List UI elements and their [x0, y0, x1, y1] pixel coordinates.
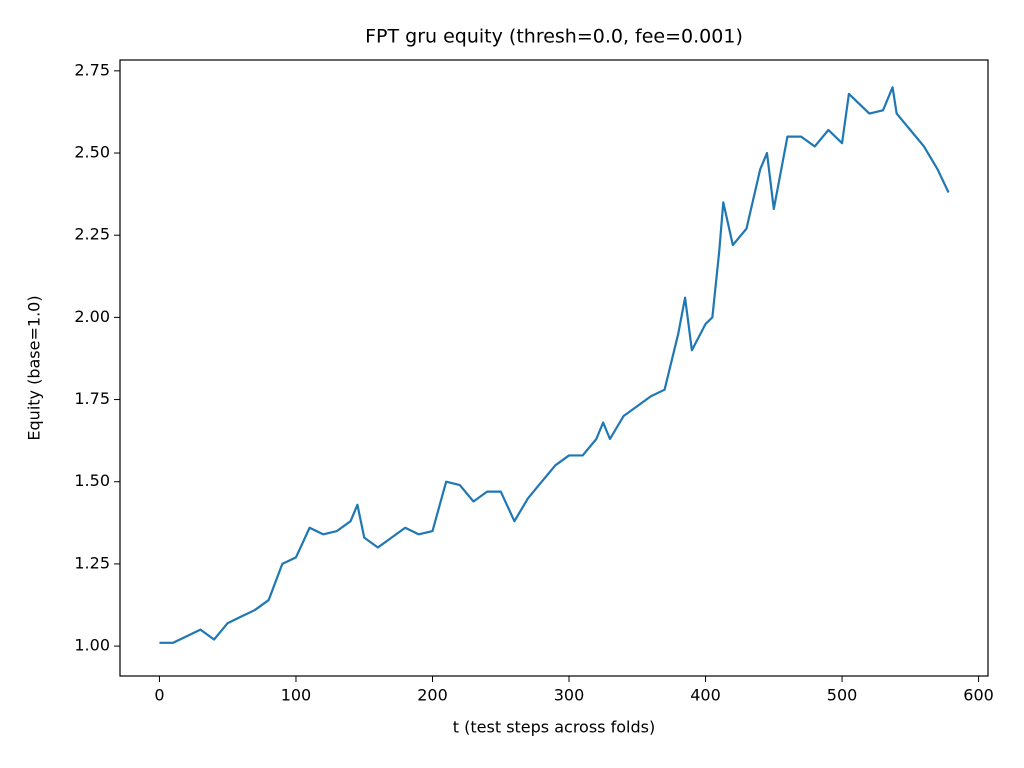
x-tick-label: 200	[417, 686, 448, 705]
x-tick-label: 600	[963, 686, 994, 705]
y-tick-label: 1.00	[74, 636, 110, 655]
x-tick-label: 0	[154, 686, 164, 705]
y-tick-label: 2.00	[74, 307, 110, 326]
x-tick-label: 400	[690, 686, 721, 705]
line-series	[159, 86, 950, 644]
y-tick-label: 1.25	[74, 553, 110, 572]
x-tick-label: 100	[281, 686, 312, 705]
x-tick-label: 300	[554, 686, 585, 705]
y-axis-label: Equity (base=1.0)	[25, 295, 44, 440]
y-tick-label: 2.25	[74, 225, 110, 244]
x-tick-label: 500	[827, 686, 858, 705]
y-tick-label: 2.50	[74, 143, 110, 162]
chart-title: FPT gru equity (thresh=0.0, fee=0.001)	[365, 26, 743, 48]
y-tick-label: 2.75	[74, 60, 110, 79]
x-axis-label: t (test steps across folds)	[453, 718, 655, 737]
plot-frame	[119, 59, 989, 677]
y-tick-label: 1.50	[74, 471, 110, 490]
y-tick-label: 1.75	[74, 389, 110, 408]
